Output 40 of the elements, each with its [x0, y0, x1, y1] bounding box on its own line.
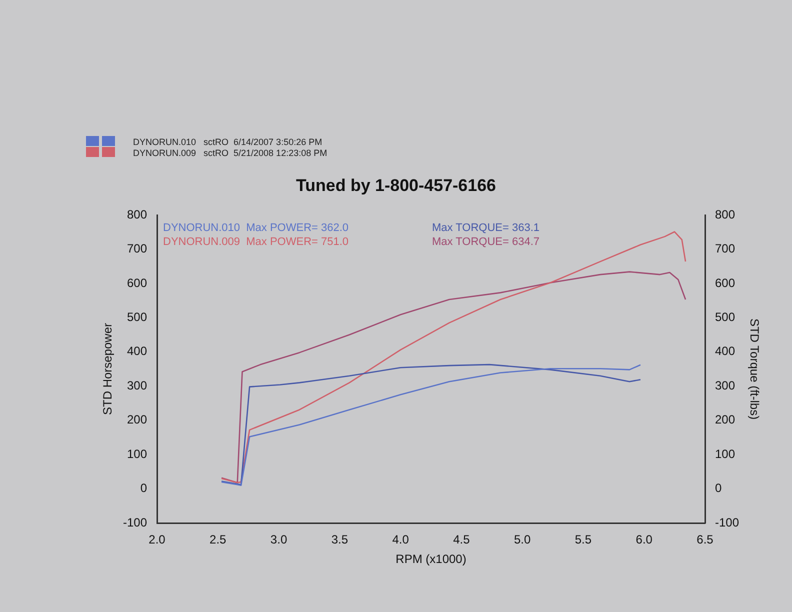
text: DYNORUN.009 sctRO 5/21/2008 12:23:08 PM: [133, 148, 328, 158]
x-tick-label: 5.0: [514, 532, 531, 547]
x-tick-label: 6.0: [636, 532, 653, 547]
x-tick-label: 3.5: [331, 532, 348, 547]
x-tick-label: 2.0: [148, 532, 166, 547]
y2-tick-label: 400: [715, 344, 736, 358]
y2-axis-title: STD Torque (ft-lbs): [747, 318, 762, 420]
y-axis-title: STD Horsepower: [100, 322, 115, 416]
y2-tick-label: 0: [715, 481, 722, 496]
y2-tick-label: 300: [715, 378, 736, 392]
annotation: DYNORUN.009 Max POWER= 751.0: [163, 236, 349, 248]
x-tick-label: 4.0: [392, 532, 410, 547]
x-tick-label: 5.5: [574, 532, 592, 547]
annotation: Max TORQUE= 634.7: [432, 236, 540, 248]
x-tick-label: 6.5: [696, 532, 714, 547]
y-tick-label: 500: [126, 310, 148, 324]
x-tick-label: 2.5: [210, 532, 227, 547]
y2-tick-label: 800: [715, 207, 736, 222]
y-tick-label: 700: [126, 242, 148, 256]
x-axis-title: RPM (x1000): [396, 552, 466, 566]
y2-tick-label: 200: [715, 412, 736, 427]
y2-tick-label: -100: [715, 515, 740, 530]
text: DYNORUN.010 sctRO 6/14/2007 3:50:26 PM: [133, 137, 322, 147]
y-tick-label: 300: [126, 378, 148, 392]
y-tick-label: 800: [126, 207, 148, 222]
chart-title: Tuned by 1-800-457-6166: [295, 176, 497, 196]
y-tick-label: 200: [126, 412, 148, 427]
y-tick-label: 400: [126, 344, 148, 358]
y-tick-label: -100: [122, 515, 148, 530]
y2-tick-label: 100: [715, 446, 736, 461]
y-tick-label: 600: [126, 276, 148, 290]
x-tick-label: 3.0: [270, 532, 288, 547]
y2-tick-label: 500: [715, 310, 736, 324]
y-tick-label: 100: [126, 446, 148, 461]
x-tick-label: 4.5: [453, 532, 470, 547]
annotation: Max TORQUE= 363.1: [432, 222, 540, 234]
y-tick-label: 0: [140, 481, 148, 496]
y2-tick-label: 700: [715, 242, 736, 256]
annotation: DYNORUN.010 Max POWER= 362.0: [163, 222, 349, 234]
y2-tick-label: 600: [715, 276, 736, 290]
